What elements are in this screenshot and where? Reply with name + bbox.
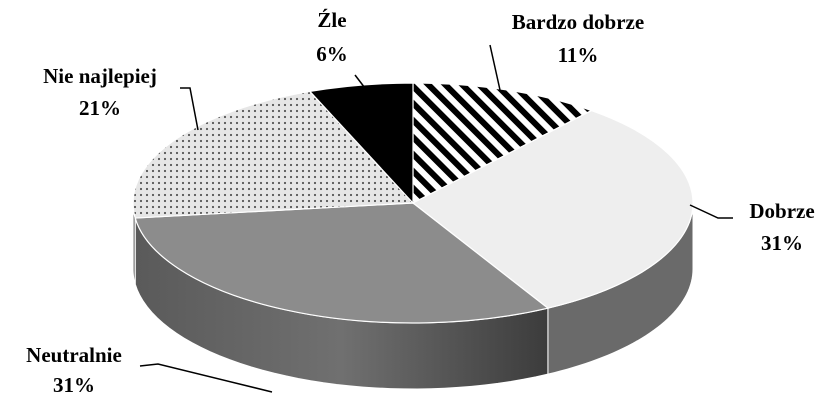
slice-value-label: 6% — [316, 42, 348, 66]
slice-value-label: 31% — [53, 373, 95, 397]
leader-line — [354, 74, 369, 93]
leader-line — [139, 363, 273, 393]
slice-value-label: 31% — [761, 231, 803, 255]
leader-line — [489, 44, 501, 91]
slice-label: Bardzo dobrze — [512, 10, 644, 34]
slice — [411, 109, 694, 309]
slice — [132, 90, 415, 219]
slice-label: Dobrze — [749, 199, 814, 223]
leader-lines — [139, 44, 733, 393]
leader-line — [180, 87, 199, 131]
slice — [134, 202, 550, 324]
leader-line — [689, 204, 733, 219]
slice-label: Źle — [317, 8, 346, 32]
pie — [132, 82, 694, 390]
slice — [412, 82, 593, 204]
slice — [308, 82, 414, 205]
slice-value-label: 11% — [558, 43, 599, 67]
slice-label: Neutralnie — [26, 343, 122, 367]
slice-value-label: 21% — [79, 96, 121, 120]
slice-label: Nie najlepiej — [43, 64, 157, 88]
